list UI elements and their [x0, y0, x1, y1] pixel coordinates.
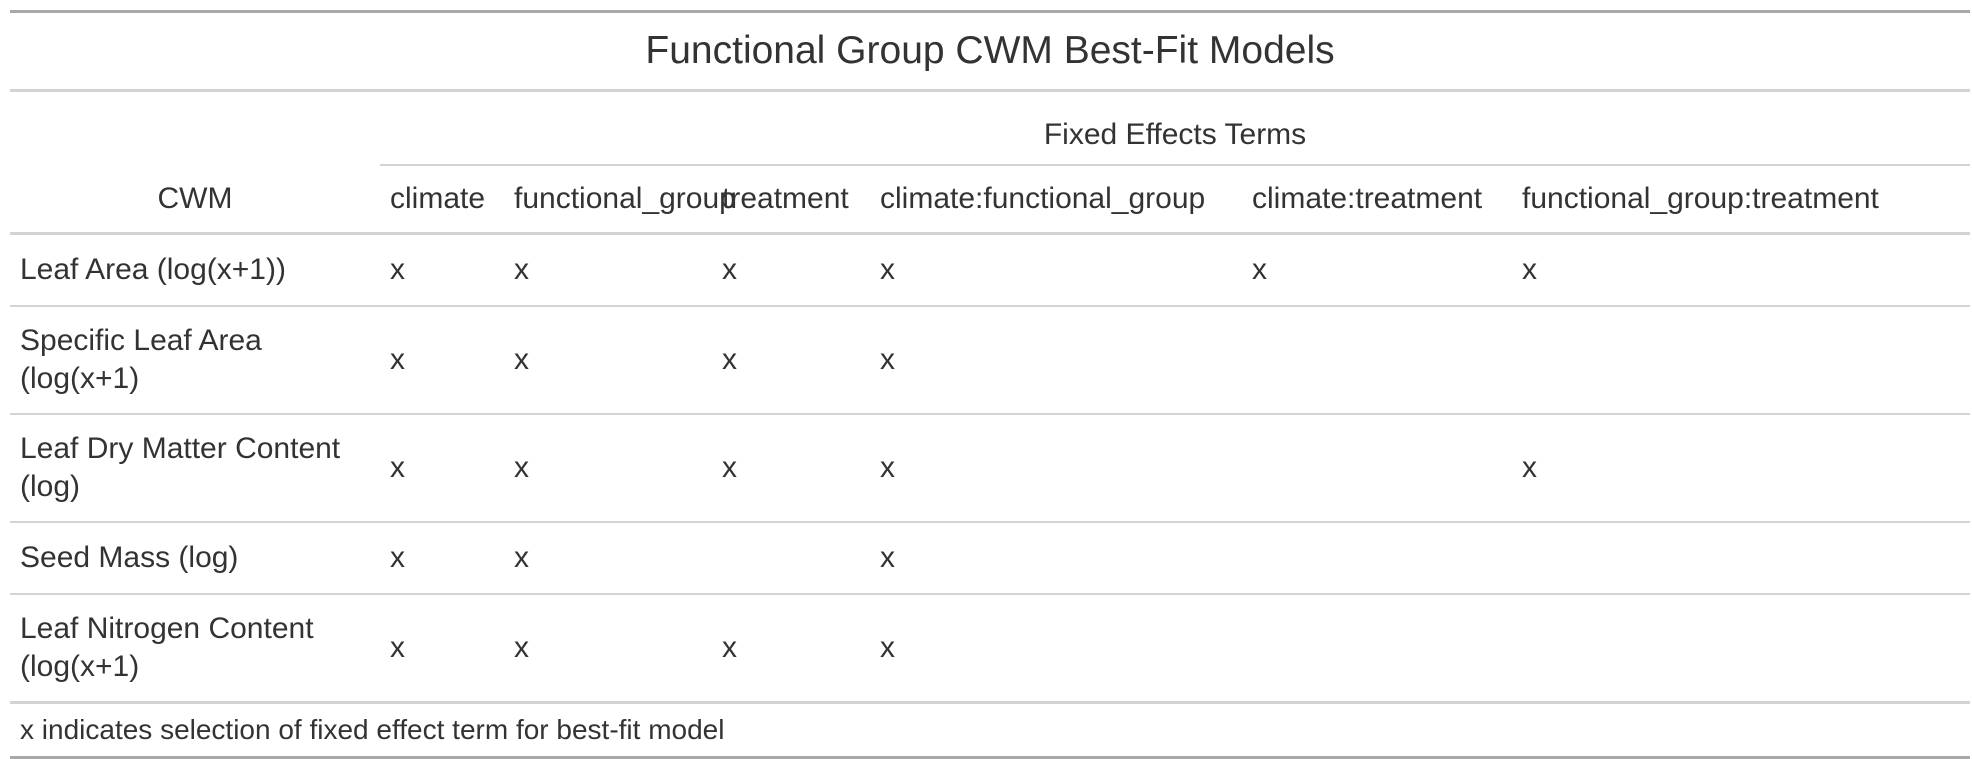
table-cell — [1242, 522, 1512, 595]
column-header: climate:functional_group — [870, 165, 1242, 235]
table-footnote: x indicates selection of fixed effect te… — [10, 702, 1971, 759]
column-header: treatment — [712, 165, 870, 235]
spanner-blank — [10, 91, 380, 166]
table-cell: x — [1512, 414, 1971, 523]
table-cell: x — [870, 594, 1242, 704]
table-cell — [1512, 594, 1971, 704]
table-cell: x — [504, 522, 712, 595]
table-cell: x — [712, 594, 870, 704]
table-cell: x — [380, 233, 504, 307]
table-cell — [1242, 414, 1512, 523]
table-cell: x — [870, 306, 1242, 415]
table-cell: x — [380, 306, 504, 415]
table-cell: x — [712, 233, 870, 307]
table-cell — [1242, 594, 1512, 704]
table-cell: x — [870, 233, 1242, 307]
row-label: Seed Mass (log) — [10, 522, 380, 595]
spanner-row: Fixed Effects Terms — [10, 90, 1971, 166]
table-cell: x — [870, 522, 1242, 595]
table-cell: x — [1242, 233, 1512, 307]
row-label: Specific Leaf Area (log(x+1) — [10, 306, 380, 415]
table-cell: x — [504, 414, 712, 523]
table-cell — [1512, 522, 1971, 595]
column-header: climate:treatment — [1242, 165, 1512, 235]
row-label: Leaf Dry Matter Content (log) — [10, 414, 380, 523]
table-cell: x — [712, 306, 870, 415]
stub-header: CWM — [10, 165, 380, 235]
table-cell: x — [870, 414, 1242, 523]
table-cell: x — [1512, 233, 1971, 307]
table-row: Seed Mass (log) x x x — [10, 522, 1971, 595]
table-cell: x — [504, 594, 712, 704]
column-header: functional_group:treatment — [1512, 165, 1971, 235]
table-row: Leaf Dry Matter Content (log) x x x x x — [10, 414, 1971, 523]
spanner-label: Fixed Effects Terms — [380, 90, 1971, 166]
table-row: Leaf Nitrogen Content (log(x+1) x x x x — [10, 594, 1971, 704]
table-cell: x — [712, 414, 870, 523]
table-cell: x — [504, 233, 712, 307]
table-title: Functional Group CWM Best-Fit Models — [10, 10, 1971, 92]
table-cell: x — [380, 522, 504, 595]
table-row: Leaf Area (log(x+1)) x x x x x x — [10, 233, 1971, 307]
table-cell: x — [380, 414, 504, 523]
table-cell: x — [504, 306, 712, 415]
table-cell — [1512, 306, 1971, 415]
table-cell — [712, 522, 870, 595]
table-cell — [1242, 306, 1512, 415]
column-header: climate — [380, 165, 504, 235]
row-label: Leaf Area (log(x+1)) — [10, 233, 380, 307]
column-header-row: CWM climate functional_group treatment c… — [10, 165, 1971, 235]
title-row: Functional Group CWM Best-Fit Models — [10, 10, 1971, 92]
best-fit-models-table: Functional Group CWM Best-Fit Models Fix… — [10, 10, 1971, 759]
row-label: Leaf Nitrogen Content (log(x+1) — [10, 594, 380, 704]
table-row: Specific Leaf Area (log(x+1) x x x x — [10, 306, 1971, 415]
column-header: functional_group — [504, 165, 736, 235]
table-cell: x — [380, 594, 504, 704]
footnote-row: x indicates selection of fixed effect te… — [10, 702, 1971, 759]
